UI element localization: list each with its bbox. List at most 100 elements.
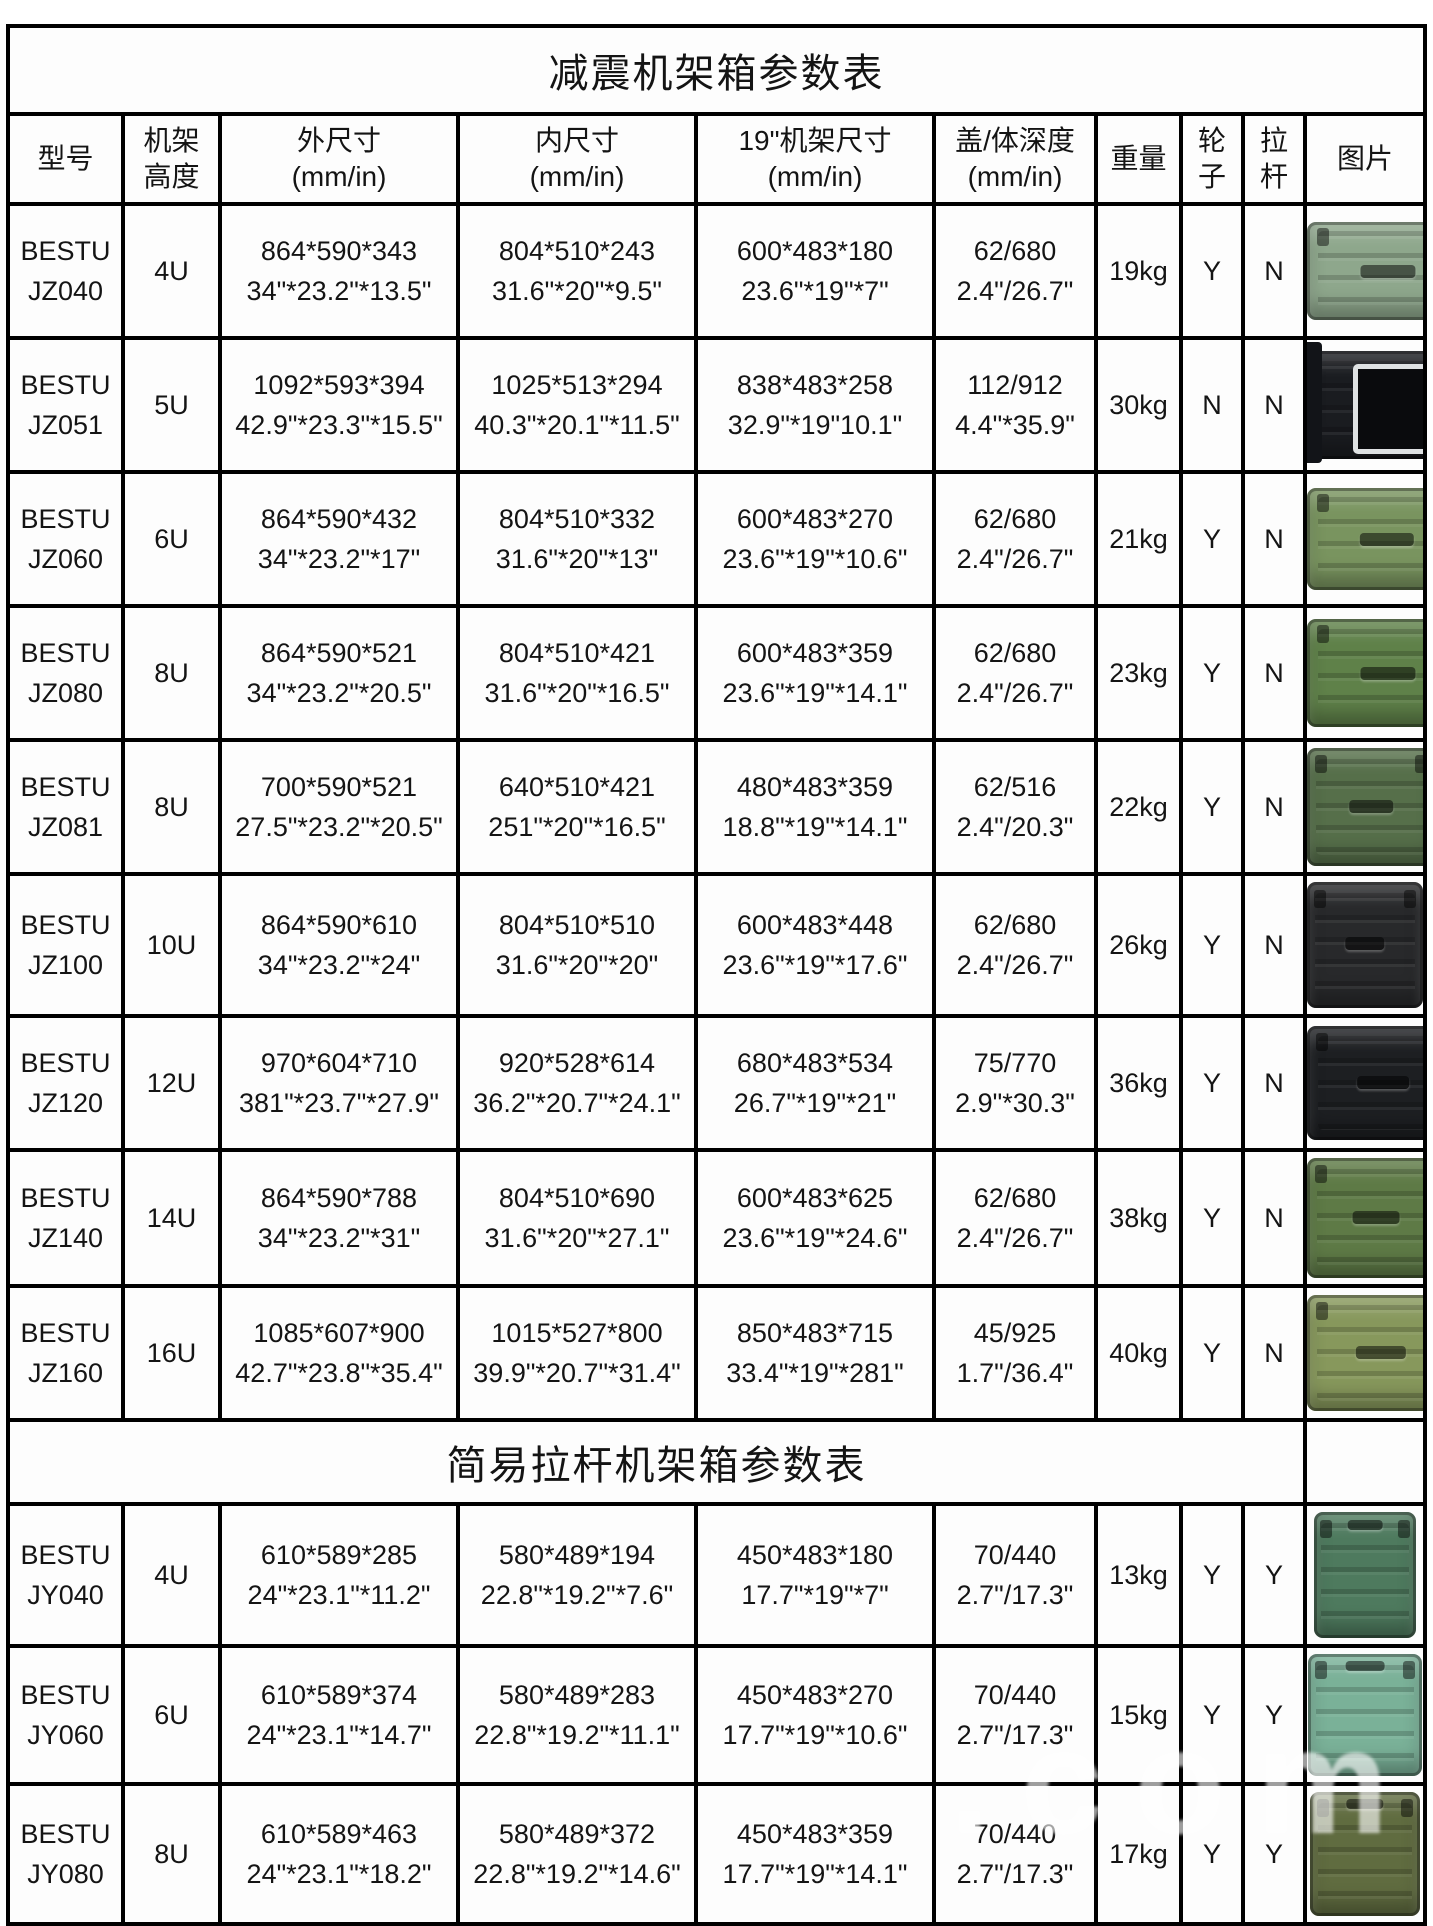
weight-cell: 26kg: [1094, 872, 1183, 1018]
table-row-jy040: BESTU JY040 4U 610*589*285 24"*23.1"*11.2"…: [6, 1502, 1427, 1648]
image-cell: [1303, 738, 1427, 876]
rack-height-cell: 14U: [121, 1148, 222, 1288]
rack-height-cell: 16U: [121, 1284, 222, 1422]
rack19-dim-cell: 838*483*258 32.9"*19"10.1": [694, 336, 936, 474]
outer-dim-cell: 864*590*521 34"*23.2"*20.5": [218, 604, 460, 742]
pull-rod-cell: N: [1241, 1148, 1307, 1288]
sub-table-title-row: 简易拉杆机架箱参数表: [6, 1418, 1427, 1506]
rack-height-cell: 4U: [121, 202, 222, 340]
depth-cell: 62/680 2.4"/26.7": [932, 604, 1098, 742]
product-photo-jz120: [1309, 1026, 1421, 1140]
image-cell: [1303, 336, 1427, 474]
pull-rod-cell: N: [1241, 470, 1307, 608]
col-header-image: 图片: [1303, 112, 1427, 206]
image-cell: [1303, 1014, 1427, 1152]
inner-dim-cell: 804*510*421 31.6"*20"*16.5": [456, 604, 698, 742]
inner-dim-cell: 580*489*372 22.8"*19.2"*14.6": [456, 1782, 698, 1926]
rack-height-cell: 12U: [121, 1014, 222, 1152]
wheels-cell: Y: [1179, 1502, 1245, 1648]
table-row-jy060: BESTU JY060 6U 610*589*374 24"*23.1"*14.7"…: [6, 1644, 1427, 1786]
inner-dim-cell: 920*528*614 36.2"*20.7"*24.1": [456, 1014, 698, 1152]
image-cell: [1303, 1284, 1427, 1422]
rack-height-cell: 5U: [121, 336, 222, 474]
pull-rod-cell: N: [1241, 872, 1307, 1018]
col-header-model: 型号: [6, 112, 125, 206]
rack-height-cell: 10U: [121, 872, 222, 1018]
table-row-jz140: BESTU JZ140 14U 864*590*788 34"*23.2"*31" …: [6, 1148, 1427, 1288]
pull-rod-cell: N: [1241, 202, 1307, 340]
outer-dim-cell: 610*589*463 24"*23.1"*18.2": [218, 1782, 460, 1926]
model-cell: BESTU JZ100: [6, 872, 125, 1018]
image-cell: [1303, 202, 1427, 340]
outer-dim-cell: 610*589*374 24"*23.1"*14.7": [218, 1644, 460, 1786]
rack19-dim-cell: 600*483*625 23.6"*19"*24.6": [694, 1148, 936, 1288]
weight-cell: 40kg: [1094, 1284, 1183, 1422]
depth-cell: 62/680 2.4"/26.7": [932, 202, 1098, 340]
weight-cell: 13kg: [1094, 1502, 1183, 1648]
sub-table-title: 简易拉杆机架箱参数表: [6, 1418, 1307, 1506]
product-photo-jz051: [1309, 342, 1421, 464]
rack19-dim-cell: 850*483*715 33.4"*19"*281": [694, 1284, 936, 1422]
model-cell: BESTU JZ060: [6, 470, 125, 608]
model-cell: BESTU JZ080: [6, 604, 125, 742]
weight-cell: 38kg: [1094, 1148, 1183, 1288]
outer-dim-cell: 610*589*285 24"*23.1"*11.2": [218, 1502, 460, 1648]
wheels-cell: Y: [1179, 1782, 1245, 1926]
rack19-dim-cell: 680*483*534 26.7"*19"*21": [694, 1014, 936, 1152]
col-header-19in-rack-dim: 19"机架尺寸 (mm/in): [694, 112, 936, 206]
wheels-cell: Y: [1179, 1284, 1245, 1422]
model-cell: BESTU JZ081: [6, 738, 125, 876]
rack-height-cell: 8U: [121, 604, 222, 742]
inner-dim-cell: 1015*527*800 39.9"*20.7"*31.4": [456, 1284, 698, 1422]
pull-rod-cell: Y: [1241, 1644, 1307, 1786]
image-cell: [1303, 1502, 1427, 1648]
wheels-cell: Y: [1179, 872, 1245, 1018]
model-cell: BESTU JY060: [6, 1644, 125, 1786]
product-photo-jy040: [1314, 1512, 1416, 1638]
depth-cell: 62/680 2.4"/26.7": [932, 470, 1098, 608]
product-photo-jz080: [1309, 619, 1421, 727]
product-photo-jz040: [1309, 222, 1421, 320]
table-row-jz100: BESTU JZ100 10U 864*590*610 34"*23.2"*24" …: [6, 872, 1427, 1018]
wheels-cell: Y: [1179, 1148, 1245, 1288]
weight-cell: 23kg: [1094, 604, 1183, 742]
product-photo-jy080: [1310, 1792, 1420, 1916]
wheels-cell: Y: [1179, 604, 1245, 742]
pull-rod-cell: N: [1241, 1284, 1307, 1422]
outer-dim-cell: 700*590*521 27.5"*23.2"*20.5": [218, 738, 460, 876]
weight-cell: 30kg: [1094, 336, 1183, 474]
table-row-jz051: BESTU JZ051 5U 1092*593*394 42.9"*23.3"*15…: [6, 336, 1427, 474]
rack-height-cell: 6U: [121, 470, 222, 608]
table-title: 减震机架箱参数表: [6, 24, 1427, 116]
col-header-rack-height: 机架 高度: [121, 112, 222, 206]
col-header-lid-body-depth: 盖/体深度 (mm/in): [932, 112, 1098, 206]
depth-cell: 62/680 2.4"/26.7": [932, 872, 1098, 1018]
image-cell: [1303, 604, 1427, 742]
table-row-jz040: BESTU JZ040 4U 864*590*343 34"*23.2"*13.5"…: [6, 202, 1427, 340]
table-title-row: 减震机架箱参数表: [6, 24, 1427, 116]
rack-height-cell: 6U: [121, 1644, 222, 1786]
header-row: 型号 机架 高度 外尺寸 (mm/in) 内尺寸 (mm/in) 19"机架尺寸 (mm…: [6, 112, 1427, 206]
outer-dim-cell: 1085*607*900 42.7"*23.8"*35.4": [218, 1284, 460, 1422]
sub-title-empty-image-cell: [1303, 1418, 1427, 1506]
rack19-dim-cell: 600*483*448 23.6"*19"*17.6": [694, 872, 936, 1018]
table-row-jz080: BESTU JZ080 8U 864*590*521 34"*23.2"*20.5"…: [6, 604, 1427, 742]
rack19-dim-cell: 480*483*359 18.8"*19"*14.1": [694, 738, 936, 876]
depth-cell: 62/680 2.4"/26.7": [932, 1148, 1098, 1288]
depth-cell: 70/440 2.7"/17.3": [932, 1644, 1098, 1786]
image-cell: [1303, 1148, 1427, 1288]
weight-cell: 17kg: [1094, 1782, 1183, 1926]
product-photo-jz100: [1309, 882, 1421, 1008]
inner-dim-cell: 640*510*421 251"*20"*16.5": [456, 738, 698, 876]
inner-dim-cell: 1025*513*294 40.3"*20.1"*11.5": [456, 336, 698, 474]
weight-cell: 15kg: [1094, 1644, 1183, 1786]
rack-case-spec-table: 减震机架箱参数表 型号 机架 高度 外尺寸 (mm/in) 内尺寸 (mm/in) 1…: [6, 24, 1427, 1926]
image-cell: [1303, 872, 1427, 1018]
table-row-jz120: BESTU JZ120 12U 970*604*710 381"*23.7"*27.…: [6, 1014, 1427, 1152]
table-row-jz081: BESTU JZ081 8U 700*590*521 27.5"*23.2"*20.…: [6, 738, 1427, 876]
wheels-cell: Y: [1179, 1014, 1245, 1152]
rack19-dim-cell: 600*483*359 23.6"*19"*14.1": [694, 604, 936, 742]
product-photo-jz160: [1309, 1295, 1421, 1411]
col-header-inner-dim: 内尺寸 (mm/in): [456, 112, 698, 206]
